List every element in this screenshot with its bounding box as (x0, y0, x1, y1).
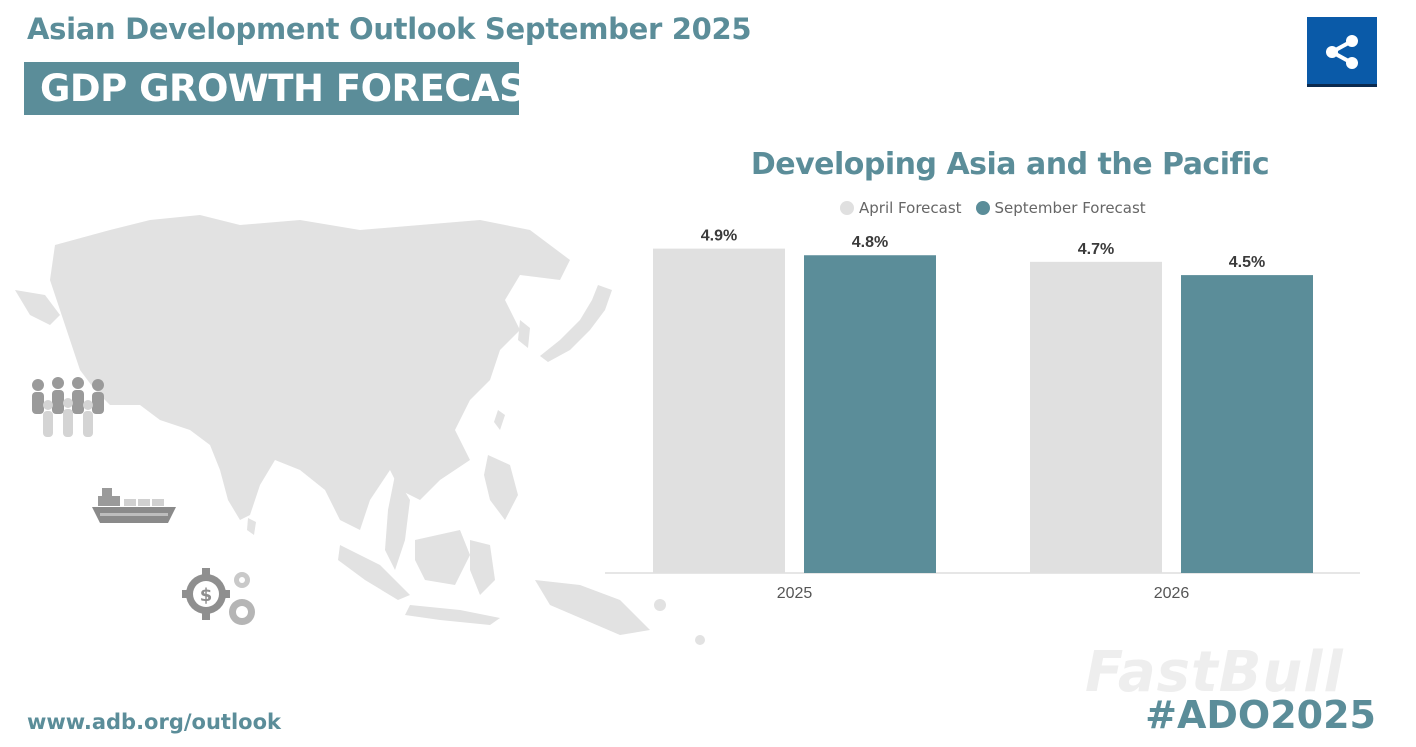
footer-url-link[interactable]: www.adb.org/outlook (27, 710, 281, 734)
legend-swatch-september (975, 201, 990, 215)
bar-september-2025 (804, 255, 936, 574)
cargo-ship-icon (92, 488, 176, 523)
bar-april-2025 (653, 248, 785, 573)
x-tick-label-2025: 2025 (777, 585, 813, 602)
people-group-icon (32, 377, 104, 437)
bar-september-2026 (1181, 275, 1313, 573)
gdp-banner: GDP GROWTH FORECAST (24, 62, 550, 115)
bar-april-2026 (1030, 261, 1162, 573)
legend-swatch-april (840, 201, 854, 215)
data-label-april-2026: 4.7% (1078, 241, 1114, 258)
footer-hashtag: #ADO2025 (1145, 693, 1376, 737)
svg-text:$: $ (200, 585, 213, 606)
legend-label-april: April Forecast (859, 199, 962, 217)
report-title: Asian Development Outlook September 2025 (27, 12, 752, 46)
share-button[interactable] (1307, 17, 1377, 87)
x-tick-label-2026: 2026 (1154, 585, 1190, 602)
finance-gears-icon: $ (182, 568, 255, 625)
legend-item-september: September Forecast (975, 199, 1146, 217)
chart-legend: April Forecast September Forecast (840, 199, 1160, 217)
legend-label-september: September Forecast (994, 199, 1146, 217)
chart-title: Developing Asia and the Pacific (750, 147, 1270, 182)
data-label-september-2026: 4.5% (1229, 254, 1265, 271)
asia-pacific-map-icon (15, 215, 705, 645)
watermark: FastBull (1085, 640, 1344, 705)
data-label-april-2025: 4.9% (701, 228, 737, 245)
share-icon (1326, 35, 1358, 69)
data-label-september-2025: 4.8% (852, 234, 888, 251)
legend-item-april: April Forecast (840, 199, 962, 217)
banner-title: GDP GROWTH FORECAST (40, 67, 550, 110)
